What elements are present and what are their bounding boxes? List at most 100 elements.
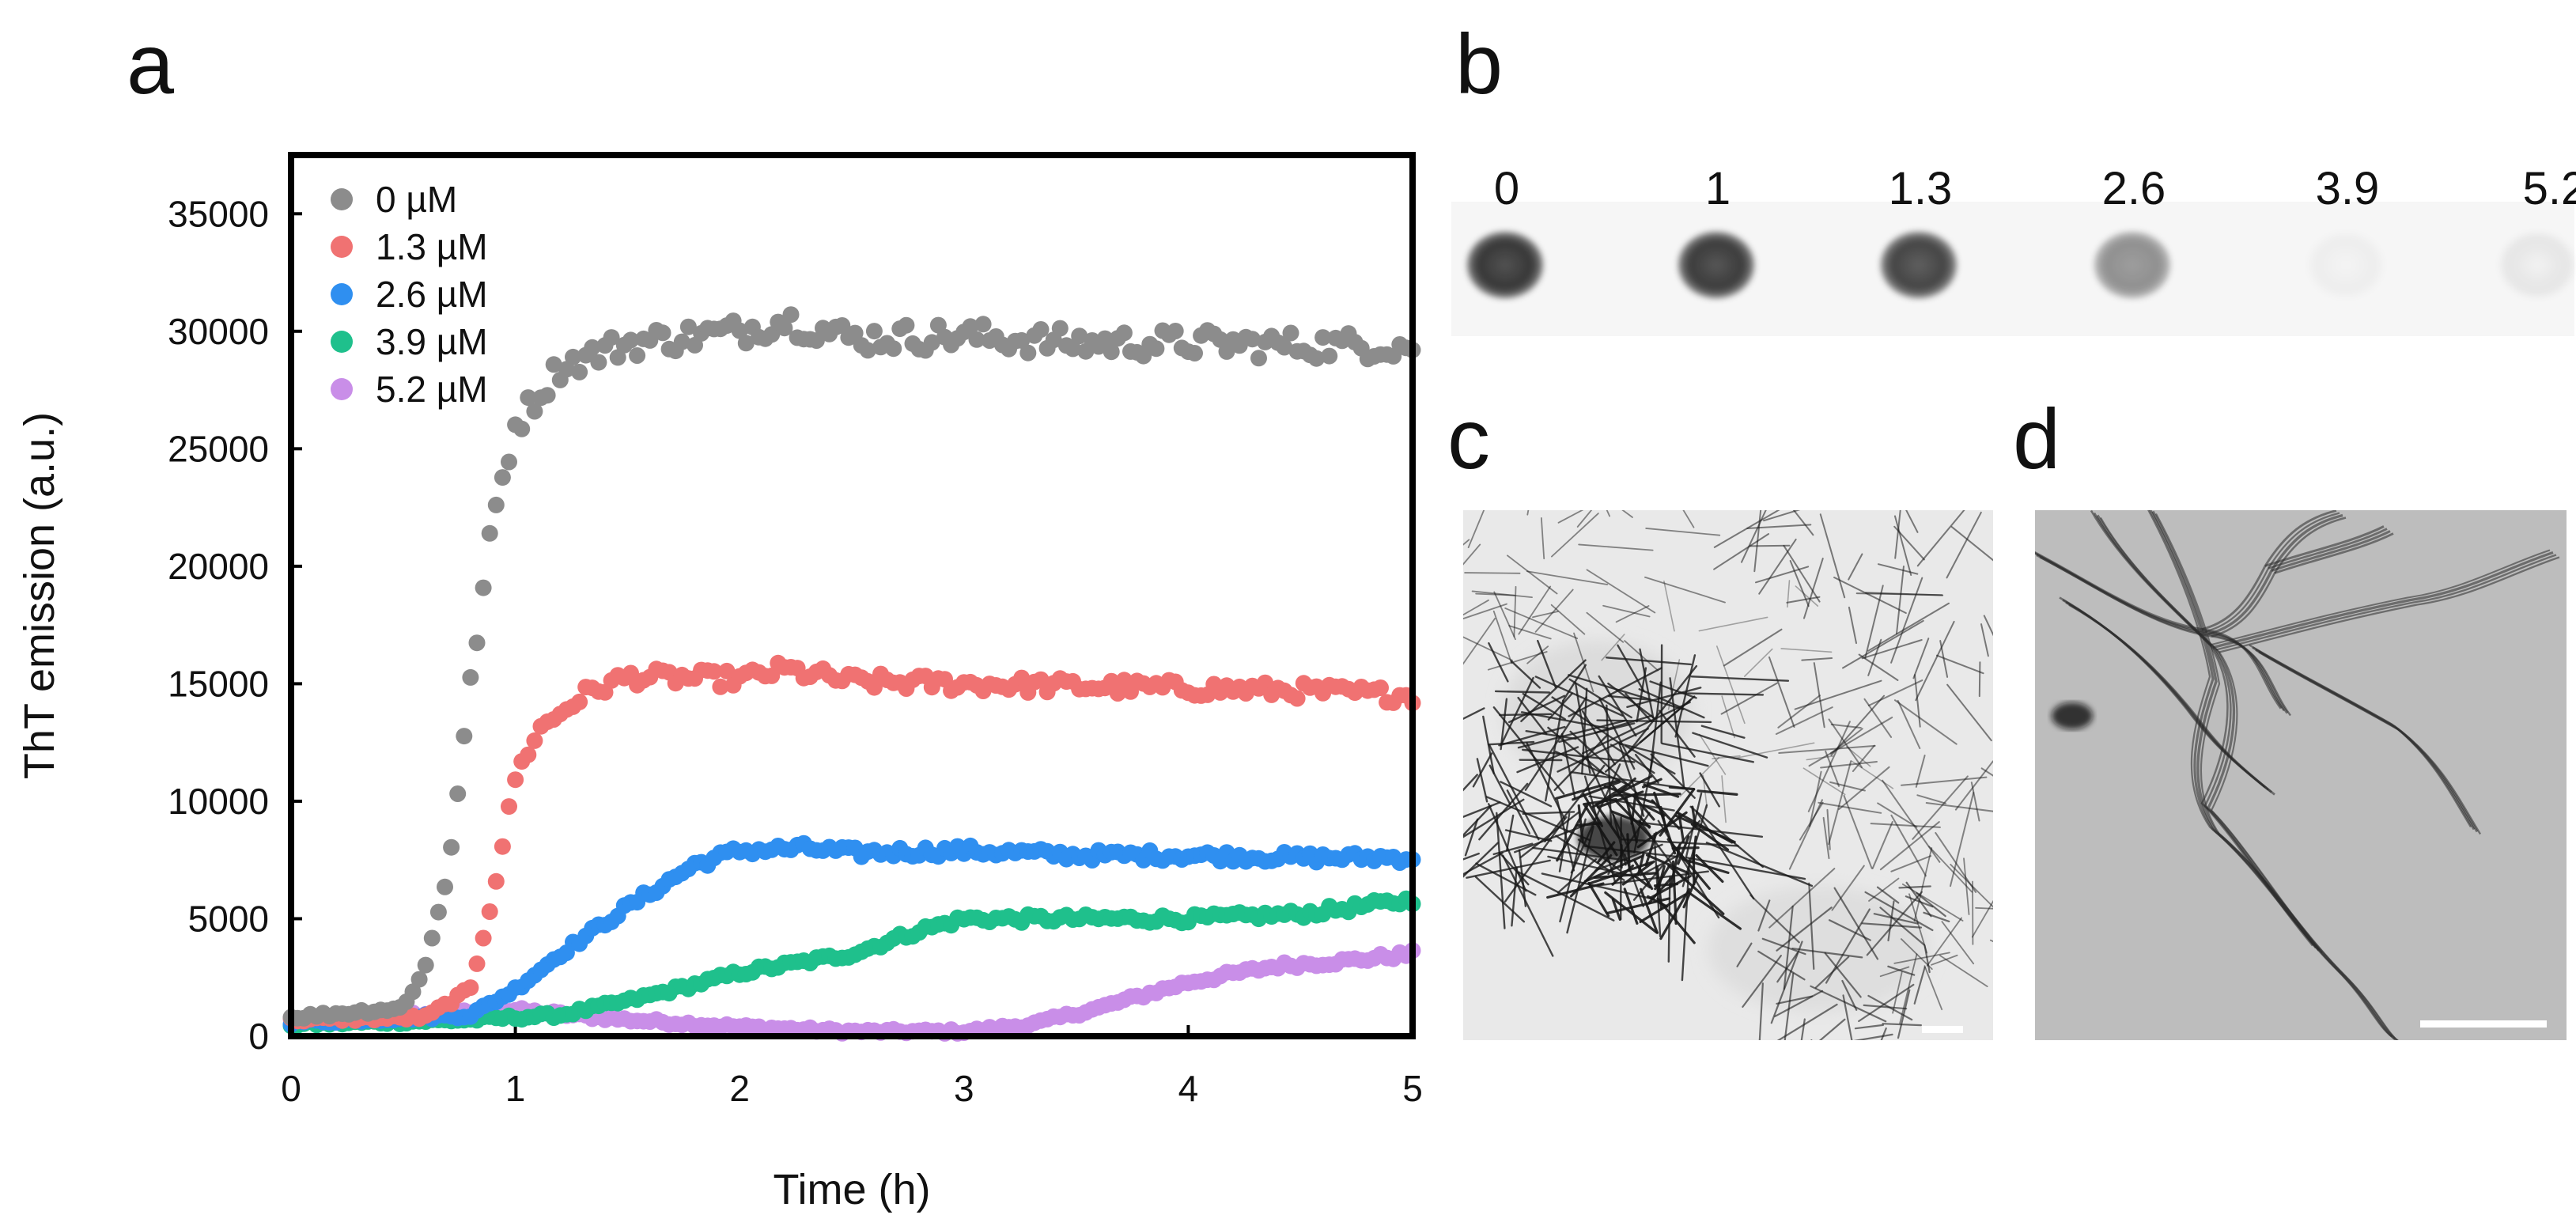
data-point <box>539 387 556 404</box>
x-tick-label: 2 <box>729 1068 750 1109</box>
series-1 <box>282 654 1421 1030</box>
data-point <box>1032 671 1050 688</box>
data-point <box>737 335 755 352</box>
data-point <box>1282 324 1299 342</box>
data-point <box>808 332 825 349</box>
panel-a-letter: a <box>127 16 175 112</box>
data-point <box>1308 350 1325 367</box>
legend-label: 5.2 µM <box>376 369 488 410</box>
data-point <box>494 469 511 486</box>
data-point <box>1250 350 1267 367</box>
dot-blot-spot <box>2094 232 2170 298</box>
legend-marker <box>331 283 353 305</box>
scale-bar-c <box>1922 1026 1963 1033</box>
data-point <box>1243 331 1261 348</box>
y-axis-title: ThT emission (a.u.) <box>16 412 63 779</box>
legend-label: 3.9 µM <box>376 321 488 362</box>
data-point <box>462 979 479 997</box>
data-point <box>565 348 581 365</box>
data-point <box>429 903 447 921</box>
data-point <box>423 929 441 947</box>
plot-frame <box>288 152 1416 1039</box>
data-point <box>622 331 639 349</box>
data-point <box>520 389 537 407</box>
panel-c-letter: c <box>1447 391 1490 486</box>
dot-blot-spot <box>2499 232 2575 298</box>
data-point <box>501 798 517 816</box>
y-tick-label: 15000 <box>168 663 269 704</box>
data-point <box>1065 340 1081 358</box>
data-point <box>962 318 979 335</box>
data-point <box>468 634 486 652</box>
data-point <box>468 955 486 972</box>
dot-blot-label: 1.3 <box>1889 163 1953 214</box>
x-tick-label: 3 <box>954 1068 974 1109</box>
data-point <box>1019 344 1037 361</box>
data-point <box>526 732 543 749</box>
data-point <box>571 363 588 380</box>
legend-marker <box>331 236 353 258</box>
dot-blot: 0 1 1.3 2.6 3.9 5.2 <box>1467 163 2576 298</box>
data-point <box>590 354 607 371</box>
x-tick-label: 4 <box>1178 1068 1199 1109</box>
x-tick-label: 0 <box>281 1068 301 1109</box>
data-point <box>859 342 876 359</box>
data-point <box>475 929 492 947</box>
data-point <box>974 316 992 333</box>
data-point <box>456 728 473 745</box>
data-point <box>1103 343 1120 361</box>
legend-label: 0 µM <box>376 179 457 220</box>
data-point <box>1276 339 1293 356</box>
x-tick-label: 1 <box>505 1068 526 1109</box>
data-point <box>1071 327 1088 345</box>
data-point <box>443 838 460 856</box>
data-point <box>437 878 453 895</box>
data-point <box>494 838 511 855</box>
data-point <box>520 746 537 763</box>
data-point <box>609 349 626 366</box>
data-point <box>1372 679 1389 696</box>
data-point <box>1148 340 1165 358</box>
dot-blot-label: 1 <box>1705 163 1731 214</box>
dot-blot-spot <box>2308 232 2384 298</box>
data-point <box>475 579 492 596</box>
data-point <box>1314 329 1332 346</box>
data-point <box>731 322 748 339</box>
data-point <box>487 872 505 890</box>
data-point <box>1115 324 1133 342</box>
data-point <box>507 771 524 789</box>
y-tick-label: 10000 <box>168 781 269 822</box>
data-point <box>1167 323 1184 339</box>
dot-blot-label: 3.9 <box>2316 163 2380 214</box>
dot-blot-label: 0 <box>1494 163 1519 214</box>
data-point <box>410 971 428 988</box>
data-point <box>923 334 940 351</box>
data-point <box>487 496 505 513</box>
legend-label: 1.3 µM <box>376 226 488 267</box>
dot-blot-membrane <box>1451 202 2574 336</box>
x-tick-label: 5 <box>1402 1068 1423 1109</box>
data-point <box>1013 331 1031 349</box>
panel-d-letter: d <box>2013 391 2060 486</box>
scale-bar-d <box>2420 1020 2547 1028</box>
data-point <box>705 663 723 680</box>
x-axis-title: Time (h) <box>774 1166 931 1213</box>
dot-blot-label: 2.6 <box>2102 163 2166 214</box>
y-tick-label: 30000 <box>168 311 269 352</box>
data-point <box>513 420 531 437</box>
data-point <box>571 693 588 710</box>
data-point <box>968 331 985 348</box>
y-tick-label: 5000 <box>188 898 269 939</box>
data-point <box>417 956 434 974</box>
legend-marker <box>331 378 353 400</box>
data-point <box>865 323 883 340</box>
data-point <box>865 679 883 696</box>
y-tick-label: 20000 <box>168 546 269 587</box>
data-point <box>1051 320 1069 337</box>
dot-blot-label: 5.2 <box>2523 163 2576 214</box>
data-point <box>1288 690 1306 707</box>
data-point <box>1186 345 1203 361</box>
dot-blot-spot <box>1467 232 1543 298</box>
data-point <box>404 983 422 1001</box>
